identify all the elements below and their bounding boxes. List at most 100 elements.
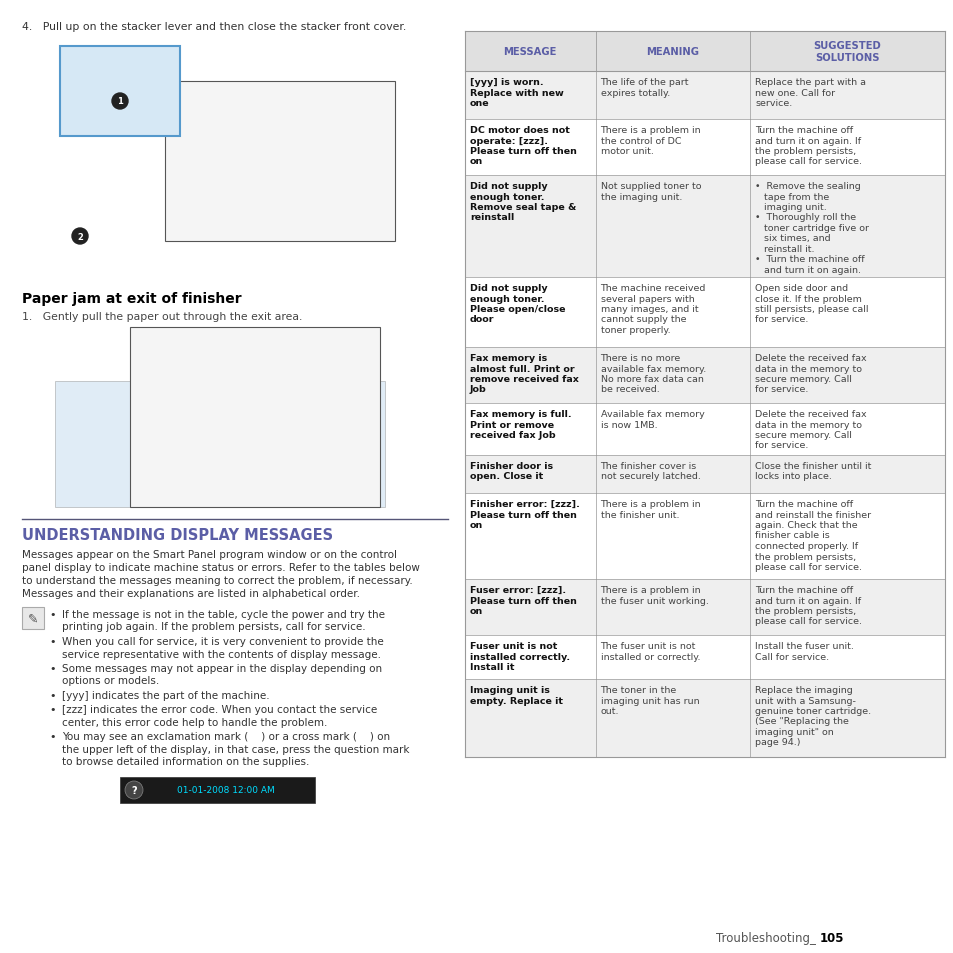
Text: please call for service.: please call for service.: [755, 617, 862, 626]
Text: reinstall it.: reinstall it.: [755, 245, 814, 253]
Text: panel display to indicate machine status or errors. Refer to the tables below: panel display to indicate machine status…: [22, 562, 419, 573]
Text: Messages and their explanations are listed in alphabetical order.: Messages and their explanations are list…: [22, 588, 359, 598]
Text: 4.   Pull up on the stacker lever and then close the stacker front cover.: 4. Pull up on the stacker lever and then…: [22, 22, 406, 32]
Circle shape: [125, 781, 143, 800]
Text: options or models.: options or models.: [62, 676, 159, 686]
Bar: [749, 456, 944, 494]
Text: imaging unit has run: imaging unit has run: [600, 696, 699, 705]
Text: Finisher error: [zzz].: Finisher error: [zzz].: [470, 499, 579, 509]
Text: Fax memory is: Fax memory is: [470, 354, 547, 363]
Text: 1: 1: [117, 97, 123, 107]
Text: toner properly.: toner properly.: [600, 326, 669, 335]
Text: received fax Job: received fax Job: [470, 431, 555, 439]
Text: tape from the: tape from the: [755, 193, 828, 201]
Bar: [464, 494, 595, 579]
Text: •: •: [50, 732, 56, 741]
Text: 105: 105: [820, 931, 843, 944]
Bar: [595, 579, 749, 636]
Text: Paper jam at exit of finisher: Paper jam at exit of finisher: [22, 292, 241, 306]
Text: for service.: for service.: [755, 441, 807, 450]
Text: Did not supply: Did not supply: [470, 284, 547, 293]
Text: ?: ?: [132, 785, 136, 795]
Bar: [595, 120, 749, 175]
Bar: [749, 120, 944, 175]
Bar: [749, 579, 944, 636]
Bar: [464, 175, 595, 277]
Text: Job: Job: [470, 385, 486, 395]
Text: [yyy] indicates the part of the machine.: [yyy] indicates the part of the machine.: [62, 690, 270, 700]
Text: empty. Replace it: empty. Replace it: [470, 696, 562, 705]
Bar: [595, 636, 749, 679]
Bar: [464, 579, 595, 636]
Bar: [130, 328, 379, 507]
Text: still persists, please call: still persists, please call: [755, 305, 868, 314]
Text: When you call for service, it is very convenient to provide the: When you call for service, it is very co…: [62, 637, 383, 646]
Text: please call for service.: please call for service.: [755, 562, 862, 572]
Text: imaging unit.: imaging unit.: [755, 203, 826, 212]
Text: •: •: [50, 663, 56, 673]
Text: center, this error code help to handle the problem.: center, this error code help to handle t…: [62, 718, 327, 727]
Text: door: door: [470, 315, 494, 324]
Text: on: on: [470, 157, 483, 167]
Text: 01-01-2008 12:00 AM: 01-01-2008 12:00 AM: [176, 785, 274, 795]
Text: The finisher cover is: The finisher cover is: [600, 461, 696, 471]
Text: Imaging unit is: Imaging unit is: [470, 685, 549, 695]
Text: •: •: [50, 609, 56, 619]
Text: The fuser unit is not: The fuser unit is not: [600, 641, 695, 650]
Bar: [464, 456, 595, 494]
Text: Delete the received fax: Delete the received fax: [755, 354, 866, 363]
Text: DC motor does not: DC motor does not: [470, 126, 569, 135]
Text: 2: 2: [77, 233, 83, 241]
Text: ✎: ✎: [28, 612, 38, 625]
Text: (See "Replacing the: (See "Replacing the: [755, 717, 848, 726]
Bar: [749, 679, 944, 758]
Text: operate: [zzz].: operate: [zzz].: [470, 136, 547, 146]
Text: The life of the part: The life of the part: [600, 78, 688, 87]
Text: •: •: [50, 690, 56, 700]
Text: secure memory. Call: secure memory. Call: [755, 375, 851, 384]
Text: the problem persists,: the problem persists,: [755, 147, 856, 156]
Circle shape: [112, 94, 128, 110]
Text: and turn it on again. If: and turn it on again. If: [755, 136, 861, 146]
Bar: [595, 277, 749, 348]
Text: MESSAGE: MESSAGE: [503, 47, 557, 57]
Text: •  Remove the sealing: • Remove the sealing: [755, 182, 860, 191]
Bar: [464, 71, 595, 120]
Bar: [120, 778, 314, 803]
Text: new one. Call for: new one. Call for: [755, 89, 835, 97]
Text: There is a problem in: There is a problem in: [600, 585, 700, 595]
Text: unit with a Samsung-: unit with a Samsung-: [755, 696, 855, 705]
Bar: [595, 348, 749, 403]
Bar: [749, 403, 944, 456]
Bar: [595, 32, 749, 71]
Text: again. Check that the: again. Check that the: [755, 520, 857, 530]
Text: •  Turn the machine off: • Turn the machine off: [755, 255, 863, 264]
Bar: [464, 32, 595, 71]
Text: Fax memory is full.: Fax memory is full.: [470, 410, 571, 418]
Text: reinstall: reinstall: [470, 213, 514, 222]
Text: The machine received: The machine received: [600, 284, 705, 293]
Bar: [595, 494, 749, 579]
Text: [zzz] indicates the error code. When you contact the service: [zzz] indicates the error code. When you…: [62, 705, 376, 715]
Text: printing job again. If the problem persists, call for service.: printing job again. If the problem persi…: [62, 622, 365, 632]
Text: No more fax data can: No more fax data can: [600, 375, 702, 384]
Text: many images, and it: many images, and it: [600, 305, 698, 314]
Text: installed or correctly.: installed or correctly.: [600, 652, 700, 660]
Text: finisher cable is: finisher cable is: [755, 531, 829, 540]
Text: Remove seal tape &: Remove seal tape &: [470, 203, 576, 212]
Text: •: •: [50, 705, 56, 715]
Bar: [749, 32, 944, 71]
Text: Install the fuser unit.: Install the fuser unit.: [755, 641, 853, 650]
Text: connected properly. If: connected properly. If: [755, 541, 858, 551]
Bar: [749, 494, 944, 579]
Text: Some messages may not appear in the display depending on: Some messages may not appear in the disp…: [62, 663, 382, 673]
Text: enough toner.: enough toner.: [470, 193, 544, 201]
Text: Finisher door is: Finisher door is: [470, 461, 553, 471]
Bar: [60, 47, 180, 137]
Text: •  Thoroughly roll the: • Thoroughly roll the: [755, 213, 856, 222]
Text: Please open/close: Please open/close: [470, 305, 565, 314]
Text: Troubleshooting_: Troubleshooting_: [716, 931, 820, 944]
Text: on: on: [470, 520, 483, 530]
Text: imaging unit" on: imaging unit" on: [755, 727, 833, 737]
Text: Messages appear on the Smart Panel program window or on the control: Messages appear on the Smart Panel progr…: [22, 550, 396, 559]
